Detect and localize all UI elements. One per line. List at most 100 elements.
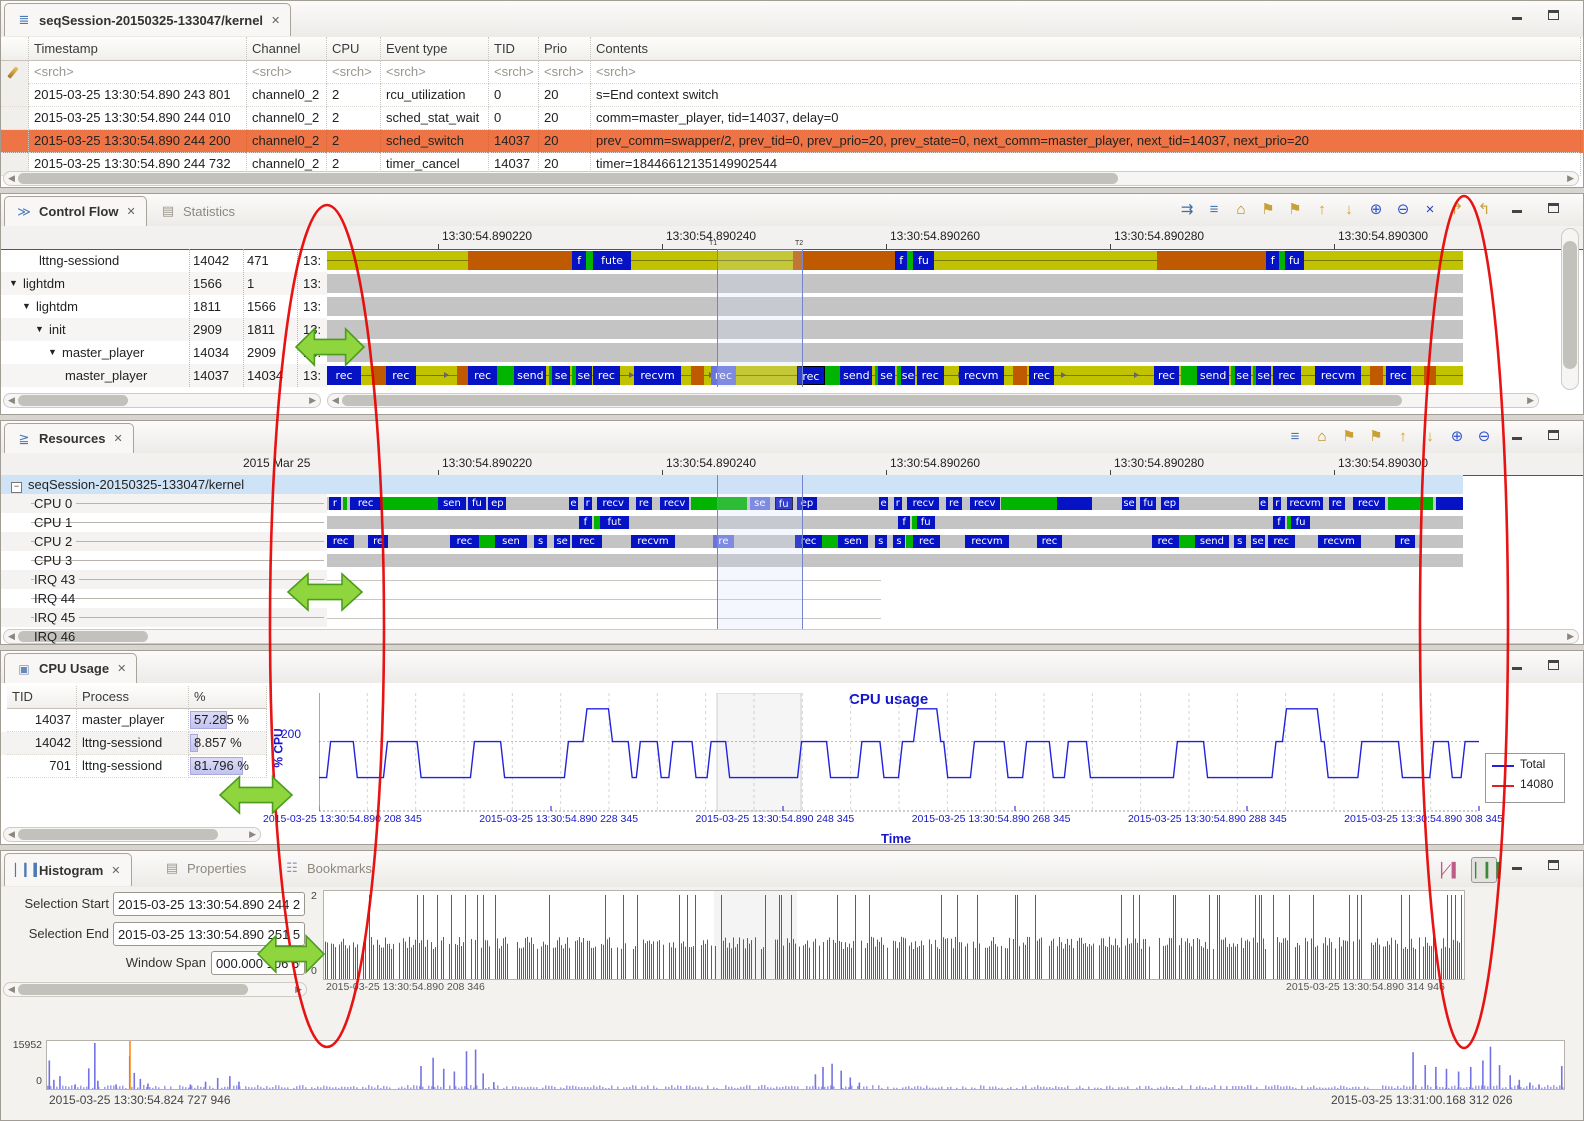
scrollbar-thumb[interactable] <box>18 173 1118 184</box>
filter-cell-event_type[interactable]: <srch> <box>381 61 489 84</box>
state-interval[interactable] <box>1057 497 1091 510</box>
state-interval[interactable]: f <box>898 516 909 529</box>
minimize-icon[interactable] <box>1512 437 1522 440</box>
time-ruler[interactable]: 13:30:54.89022013:30:54.89024013:30:54.8… <box>1 226 1583 250</box>
state-interval[interactable] <box>1181 366 1197 385</box>
cpu-usage-row[interactable]: 14037master_player57.285 % <box>1 709 267 732</box>
process-row[interactable]: ▼lightdm1566113: <box>1 272 327 295</box>
scrollbar-thumb[interactable] <box>18 984 248 995</box>
event-row[interactable]: 2015-03-25 13:30:54.890 243 801channel0_… <box>1 84 1583 107</box>
timeline-row[interactable] <box>327 611 1463 624</box>
column-header-event_type[interactable]: Event type <box>381 37 489 61</box>
tree-expander-icon[interactable]: ▼ <box>22 295 31 318</box>
filter-cell-timestamp[interactable]: <srch> <box>29 61 247 84</box>
state-interval[interactable]: s <box>875 535 887 548</box>
timeline-h-scrollbar[interactable]: ◀▶ <box>327 393 1539 408</box>
timeline-row[interactable]: ffutffuffu <box>327 516 1463 529</box>
state-interval[interactable]: rec <box>913 535 940 548</box>
time-ruler[interactable]: 13:30:54.89022013:30:54.89024013:30:54.8… <box>1 453 1583 476</box>
timeline-row[interactable] <box>327 320 1463 339</box>
state-interval[interactable]: se <box>552 366 570 385</box>
events-h-scrollbar[interactable]: ◀▶ <box>3 171 1579 186</box>
resource-row[interactable]: CPU 0 <box>1 494 327 513</box>
tree-expander-icon[interactable]: ▼ <box>9 272 18 295</box>
timeline-row[interactable] <box>327 592 1463 605</box>
cpu-column-header-%[interactable]: % <box>189 686 267 709</box>
state-interval[interactable] <box>497 366 514 385</box>
show-legend-icon[interactable]: ≡ <box>1286 426 1304 448</box>
state-interval[interactable] <box>1157 251 1266 270</box>
timeline-row[interactable] <box>327 554 1463 567</box>
cpu-table-h-scrollbar[interactable]: ◀▶ <box>3 827 261 842</box>
column-header-timestamp[interactable]: Timestamp <box>29 37 247 61</box>
state-interval[interactable]: se <box>1122 497 1136 510</box>
maximize-icon[interactable] <box>1548 10 1559 20</box>
state-interval[interactable]: rec <box>917 366 944 385</box>
hide-lost-events-icon[interactable]: ▏̸▍ <box>1441 859 1459 881</box>
down-icon[interactable]: ↓ <box>1421 426 1439 448</box>
state-interval[interactable]: recvm <box>959 366 1004 385</box>
scrollbar-thumb[interactable] <box>18 829 218 840</box>
state-interval[interactable]: se <box>1256 366 1271 385</box>
state-interval[interactable]: f <box>579 516 591 529</box>
scrollbar-thumb[interactable] <box>18 395 128 406</box>
state-interval[interactable]: rec <box>1386 366 1411 385</box>
state-interval[interactable]: rec <box>593 366 620 385</box>
state-interval[interactable]: re <box>368 535 388 548</box>
resource-row[interactable]: IRQ 45 <box>1 608 327 627</box>
maximize-icon[interactable] <box>1548 430 1559 440</box>
state-interval[interactable]: e <box>569 497 578 510</box>
state-interval[interactable]: rec <box>1029 366 1054 385</box>
state-interval[interactable]: f <box>1266 251 1278 270</box>
minimize-icon[interactable] <box>1512 867 1522 870</box>
filter-cell-contents[interactable]: <srch> <box>591 61 1581 84</box>
home-icon[interactable]: ⌂ <box>1313 426 1331 448</box>
up-icon[interactable]: ↑ <box>1313 199 1331 221</box>
histogram-h-scrollbar[interactable]: ◀▶ <box>3 982 307 997</box>
process-row[interactable]: ▼init2909181113: <box>1 318 327 341</box>
state-interval[interactable] <box>372 366 386 385</box>
state-interval[interactable] <box>822 535 838 548</box>
state-interval[interactable]: recvm <box>631 535 674 548</box>
timeline-row[interactable] <box>327 274 1463 293</box>
state-interval[interactable]: rec <box>1037 535 1062 548</box>
down-icon[interactable]: ↓ <box>1340 199 1358 221</box>
maximize-icon[interactable] <box>1548 860 1559 870</box>
state-interval[interactable]: re <box>1395 535 1415 548</box>
filter-cell-tid[interactable]: <srch> <box>489 61 539 84</box>
state-interval[interactable]: recvm <box>965 535 1008 548</box>
process-row[interactable]: ▼master_player14034290913: <box>1 341 327 364</box>
state-interval[interactable]: re <box>1329 497 1345 510</box>
event-row[interactable]: 2015-03-25 13:30:54.890 244 200channel0_… <box>1 130 1583 153</box>
cpu-usage-row[interactable]: 14042lttng-sessiond8.857 % <box>1 732 267 755</box>
state-interval[interactable]: se <box>1251 535 1266 548</box>
state-interval[interactable] <box>793 251 895 270</box>
state-interval[interactable]: sen <box>495 535 527 548</box>
state-interval[interactable]: rec <box>327 535 354 548</box>
resource-row[interactable]: IRQ 44 <box>1 589 327 608</box>
tab-resources[interactable]: ≧ Resources ✕ <box>4 423 134 453</box>
histogram-full-plot[interactable] <box>46 1040 1565 1090</box>
state-interval[interactable]: r <box>329 497 340 510</box>
state-interval[interactable]: f <box>572 251 586 270</box>
state-interval[interactable] <box>1001 497 1058 510</box>
state-interval[interactable]: recvm <box>1318 535 1361 548</box>
state-interval[interactable]: f <box>1273 516 1284 529</box>
tab-bookmarks[interactable]: ☷ Bookmarks <box>273 853 382 883</box>
state-interval[interactable]: fu <box>917 516 935 529</box>
tab-statistics[interactable]: ▤ Statistics <box>149 196 245 226</box>
state-interval[interactable]: rec <box>572 535 602 548</box>
resource-row[interactable]: CPU 2 <box>1 532 327 551</box>
state-interval[interactable]: r <box>894 497 902 510</box>
state-interval[interactable] <box>1388 497 1433 510</box>
close-icon[interactable]: ✕ <box>117 662 126 675</box>
state-interval[interactable]: se <box>878 366 895 385</box>
next-marker-icon[interactable]: ⚑ <box>1367 426 1385 448</box>
state-interval[interactable] <box>906 535 913 548</box>
state-interval[interactable]: recv <box>970 497 1000 510</box>
column-header-cpu[interactable]: CPU <box>327 37 381 61</box>
minimize-icon[interactable] <box>1512 17 1522 20</box>
zoom-in-icon[interactable]: ⊕ <box>1448 426 1466 448</box>
state-interval[interactable]: re <box>946 497 962 510</box>
state-interval[interactable] <box>479 535 495 548</box>
